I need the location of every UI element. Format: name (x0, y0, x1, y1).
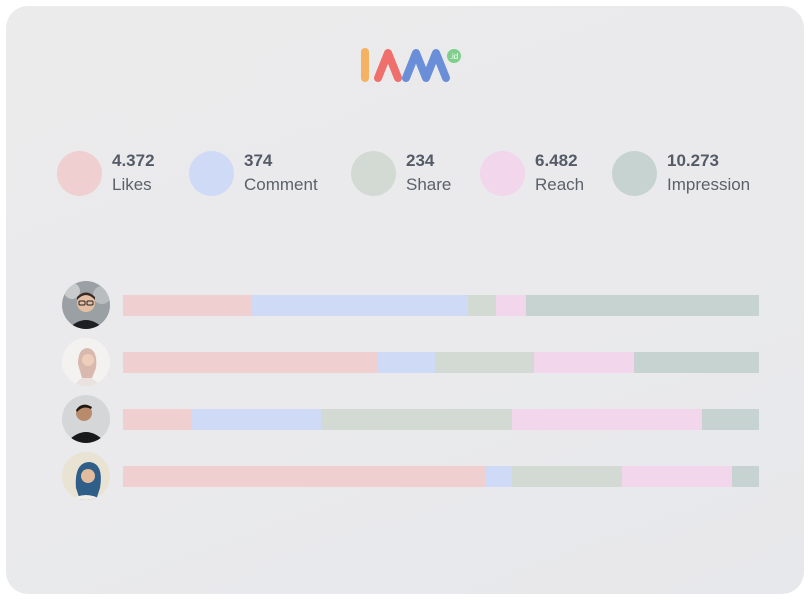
influencer-row[interactable] (62, 281, 760, 331)
logo-badge: .id (450, 52, 458, 61)
reach-label: Reach (535, 175, 585, 194)
iam-logo: .id (361, 48, 461, 82)
comment-segment (378, 352, 436, 373)
comment-label: Comment (244, 175, 318, 194)
avatar[interactable] (62, 395, 110, 443)
impression-segment (525, 295, 759, 316)
share-value: 234 (406, 151, 435, 170)
likes-label: Likes (112, 175, 152, 194)
reach-value: 6.482 (535, 151, 578, 170)
likes-segment (123, 295, 252, 316)
share-segment (468, 295, 497, 316)
likes-segment (123, 352, 379, 373)
stats-card: .id 4.372 Likes 374 Comment 234 Share 6.… (6, 6, 804, 594)
comment-segment (251, 295, 469, 316)
comment-value: 374 (244, 151, 273, 170)
impression-segment (731, 466, 759, 487)
reach-dot (480, 151, 525, 196)
likes-segment (123, 466, 487, 487)
share-label: Share (406, 175, 452, 194)
impression-value: 10.273 (667, 151, 719, 170)
reach-segment (534, 352, 634, 373)
impression-segment (701, 409, 759, 430)
likes-segment (123, 409, 192, 430)
comment-segment (486, 466, 513, 487)
avatar[interactable] (62, 338, 110, 386)
engagement-bar (123, 466, 759, 487)
likes-value: 4.372 (112, 151, 155, 170)
engagement-bar (123, 295, 759, 316)
share-segment (512, 466, 623, 487)
share-segment (435, 352, 535, 373)
comment-segment (191, 409, 321, 430)
avatar[interactable] (62, 452, 110, 500)
comment-dot (189, 151, 234, 196)
influencer-row[interactable] (62, 395, 760, 445)
impression-segment (633, 352, 759, 373)
impression-label: Impression (667, 175, 751, 194)
likes-dot (57, 151, 102, 196)
avatar[interactable] (62, 281, 110, 329)
influencer-row[interactable] (62, 338, 760, 388)
reach-segment (622, 466, 732, 487)
reach-segment (511, 409, 702, 430)
share-segment (320, 409, 512, 430)
impression-dot (612, 151, 657, 196)
engagement-bar (123, 352, 759, 373)
influencer-row[interactable] (62, 452, 760, 502)
share-dot (351, 151, 396, 196)
reach-segment (496, 295, 526, 316)
engagement-bar (123, 409, 759, 430)
